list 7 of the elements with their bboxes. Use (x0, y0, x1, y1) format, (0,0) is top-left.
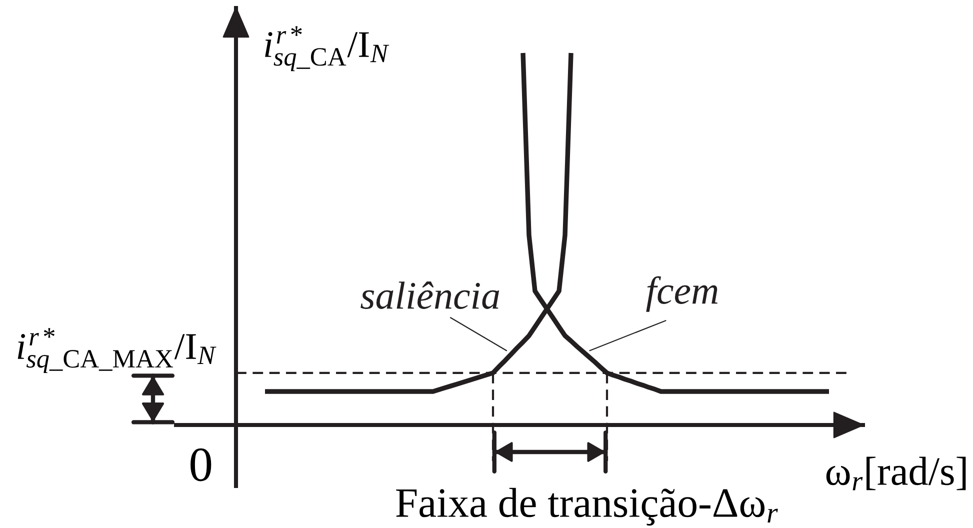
x-axis-title: ω$_{r}$[rad/s] (826, 456, 966, 490)
y-axis-title: i$^{r*}$$_{sq_CA}$/I$_{N}$ (265, 26, 390, 72)
text: Faixa de transição-Δω$_{r}$ (396, 488, 778, 526)
text: 0 (190, 448, 212, 482)
series-label: saliência (360, 282, 500, 309)
ref-line-label: i$^{r*}$$_{sq_CA_MAX}$/I$_{N}$ (18, 328, 216, 374)
series-label: fcem (646, 276, 718, 312)
